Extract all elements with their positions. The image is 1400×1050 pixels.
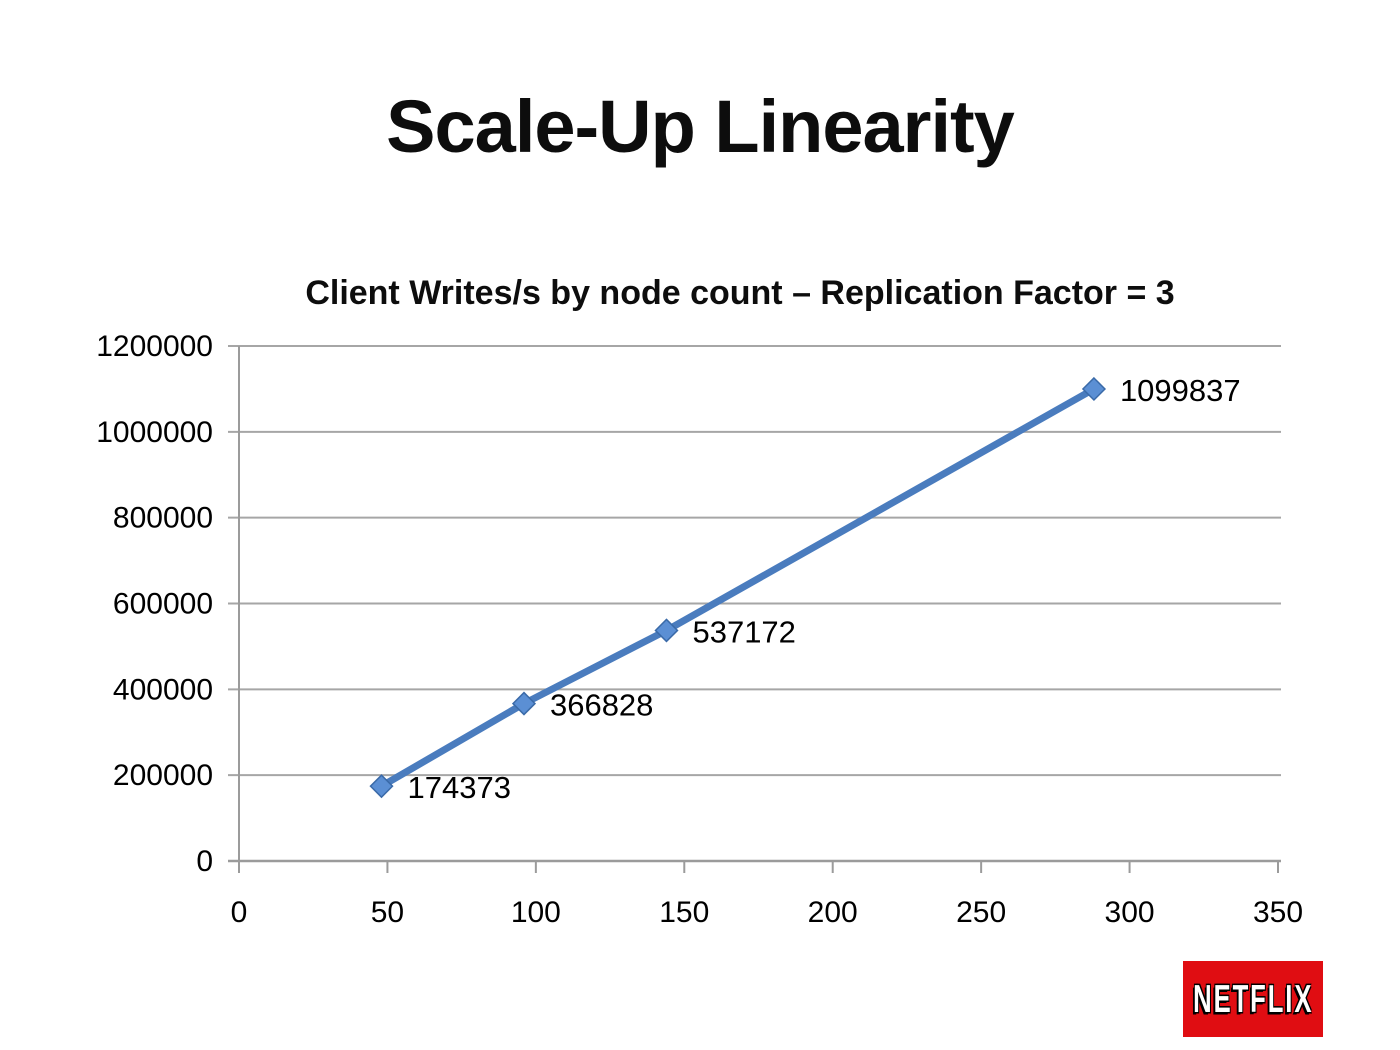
data-point-label: 537172 [692,614,795,649]
y-tick-label: 1200000 [96,330,213,363]
y-tick-label: 1000000 [96,416,213,449]
x-tick-label: 250 [956,896,1006,929]
chart-title: Client Writes/s by node count – Replicat… [305,274,1175,312]
slide-title: Scale-Up Linearity [386,85,1015,168]
x-tick-label: 150 [659,896,709,929]
line-chart: 0 200000 400000 600000 800000 1000000 1200000 0… [96,330,1303,929]
y-tick-label: 200000 [113,759,213,792]
x-tick-label: 100 [511,896,561,929]
series-line [377,385,1098,790]
y-tick-label: 400000 [113,673,213,706]
y-tick-label: 600000 [113,588,213,621]
x-tick-label: 350 [1253,896,1303,929]
data-point-marker [511,691,537,716]
data-point-marker [1081,376,1107,402]
x-tick-label: 50 [371,896,404,929]
x-tick-label: 300 [1105,896,1155,929]
netflix-logo: NETFLIX [1183,961,1323,1037]
y-tick-label: 0 [196,845,213,878]
data-point-marker [369,774,394,799]
data-point-label: 174373 [407,770,510,805]
data-point-marker [654,618,679,643]
x-tick-label: 0 [231,896,248,929]
data-point-label: 366828 [550,688,653,723]
data-point-label: 1099837 [1120,373,1241,408]
y-tick-label: 800000 [113,502,213,535]
x-tick-label: 200 [808,896,858,929]
netflix-logo-text: NETFLIX [1192,976,1314,1021]
